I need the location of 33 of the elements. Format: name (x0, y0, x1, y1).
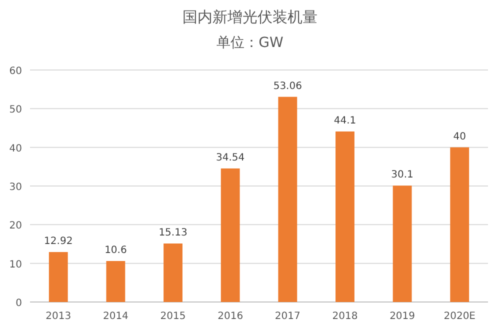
data-label: 12.92 (44, 236, 73, 248)
chart-subtitle: 单位：GW (216, 35, 284, 51)
x-tick-label: 2013 (46, 311, 72, 322)
data-label: 34.54 (216, 152, 245, 164)
data-label: 40 (453, 131, 466, 142)
bar (450, 147, 470, 302)
data-label: 44.1 (334, 115, 356, 126)
x-tick-label: 2017 (274, 311, 300, 322)
x-tick-label: 2016 (218, 311, 244, 322)
y-tick-label: 50 (9, 104, 22, 116)
x-tick-label: 2020E (444, 311, 476, 322)
y-tick-label: 60 (9, 66, 22, 77)
data-label: 53.06 (273, 80, 302, 92)
data-label: 10.6 (104, 245, 127, 256)
bar (278, 96, 298, 302)
bar (164, 243, 182, 302)
y-tick-label: 0 (16, 298, 22, 309)
data-label: 15.13 (158, 227, 188, 238)
y-tick-label: 20 (9, 220, 22, 232)
bar (220, 168, 240, 302)
y-tick-label: 30 (9, 182, 22, 193)
x-tick-label: 2019 (390, 311, 416, 322)
chart-title: 国内新增光伏装机量 (182, 8, 318, 26)
bar (336, 131, 354, 302)
data-label: 30.1 (391, 170, 414, 181)
bar (48, 252, 68, 302)
y-tick-label: 10 (9, 259, 22, 270)
x-tick-label: 2018 (332, 311, 358, 322)
bar (392, 186, 412, 302)
y-tick-label: 40 (9, 143, 22, 154)
bar (106, 261, 126, 302)
x-tick-label: 2015 (160, 311, 186, 322)
x-tick-label: 2014 (102, 311, 128, 322)
